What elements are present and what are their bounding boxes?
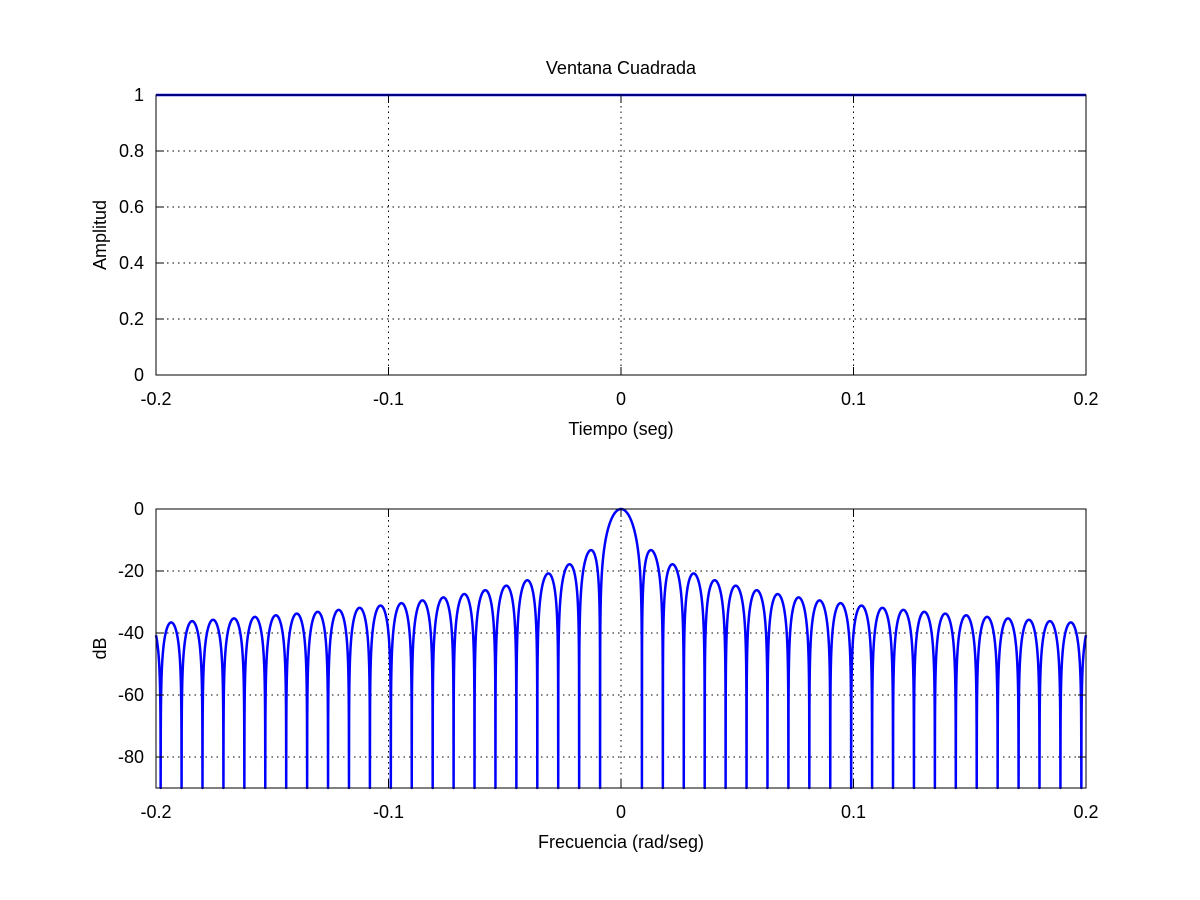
y-tick-label: 0.2: [119, 309, 144, 329]
y-tick-label: 0.4: [119, 253, 144, 273]
x-tick-label: 0.2: [1073, 389, 1098, 409]
x-tick-label: 0.1: [841, 802, 866, 822]
y-tick-label: 0.6: [119, 197, 144, 217]
y-axis-label: Amplitud: [90, 200, 110, 270]
y-tick-label: -80: [118, 747, 144, 767]
x-axis-label: Frecuencia (rad/seg): [538, 832, 704, 852]
y-tick-label: 1: [134, 85, 144, 105]
x-axis-label: Tiempo (seg): [568, 419, 673, 439]
x-tick-label: 0: [616, 802, 626, 822]
y-tick-label: -20: [118, 561, 144, 581]
y-tick-label: -40: [118, 623, 144, 643]
chart-title: Ventana Cuadrada: [546, 58, 697, 78]
x-tick-label: 0: [616, 389, 626, 409]
y-axis-label: dB: [90, 637, 110, 659]
x-tick-label: -0.1: [373, 389, 404, 409]
y-tick-label: 0: [134, 365, 144, 385]
x-tick-label: -0.1: [373, 802, 404, 822]
x-tick-label: 0.2: [1073, 802, 1098, 822]
y-tick-label: 0: [134, 499, 144, 519]
frequency-response-plot: -0.2 -0.1 0 0.1 0.2 -80 -60 -40 -20 0 Frecuencia …: [90, 499, 1099, 852]
y-tick-label: -60: [118, 685, 144, 705]
x-tick-label: -0.2: [140, 802, 171, 822]
x-tick-label: -0.2: [140, 389, 171, 409]
x-tick-label: 0.1: [841, 389, 866, 409]
y-tick-label: 0.8: [119, 141, 144, 161]
time-window-plot: -0.2 -0.1 0 0.1 0.2 0 0.2 0.4 0.6 0.8 1 Ventana Cu…: [90, 58, 1099, 439]
